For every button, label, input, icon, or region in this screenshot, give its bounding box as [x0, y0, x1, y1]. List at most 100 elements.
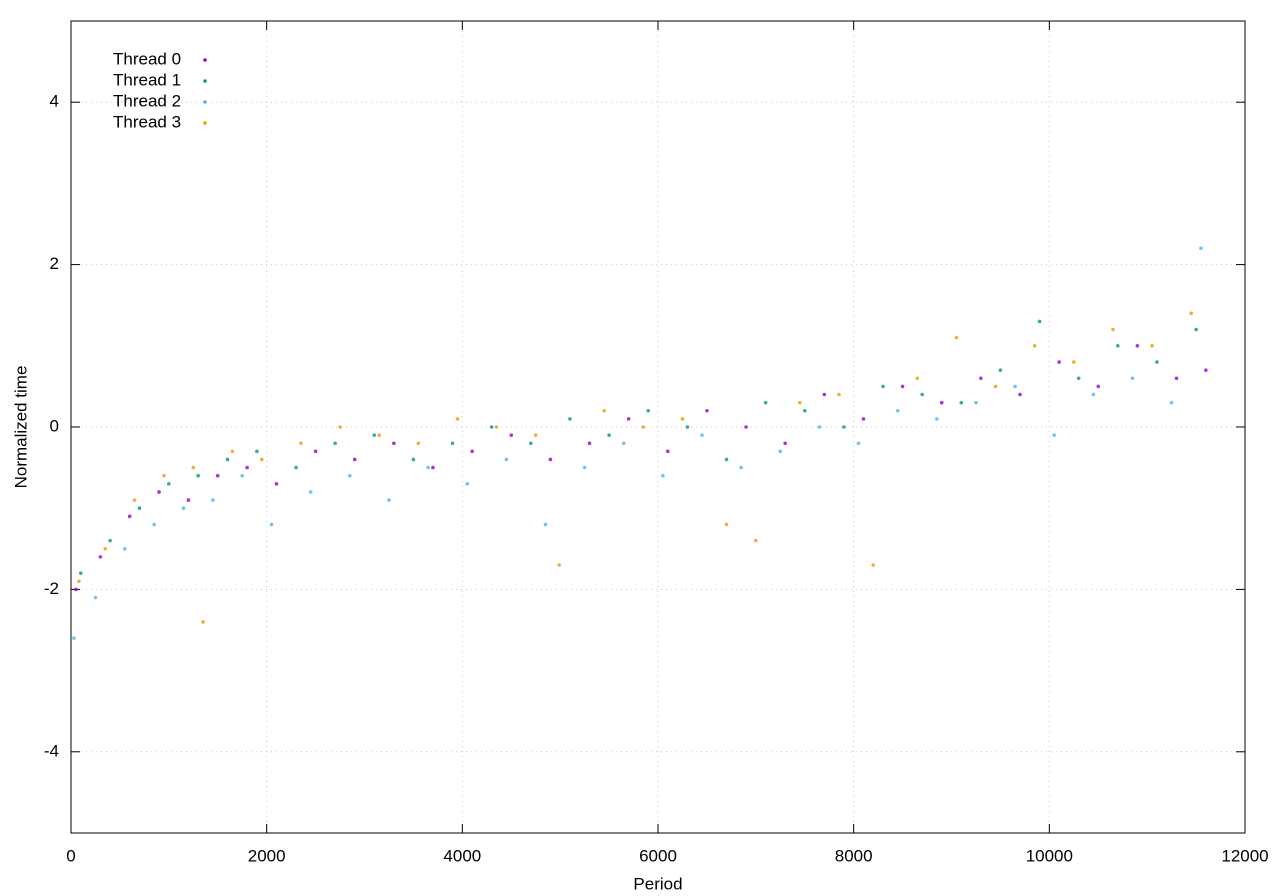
- point: [1076, 376, 1081, 381]
- point: [1169, 400, 1174, 405]
- point: [348, 473, 352, 478]
- point: [338, 425, 342, 429]
- legend-marker: [203, 79, 207, 83]
- point: [837, 392, 841, 397]
- point: [225, 457, 230, 462]
- point: [108, 538, 112, 543]
- x-tick-label: 0: [66, 846, 75, 865]
- point: [959, 400, 964, 405]
- point: [78, 571, 83, 575]
- point: [431, 465, 435, 470]
- point: [352, 457, 357, 462]
- point: [607, 433, 611, 437]
- point: [269, 522, 274, 527]
- point: [783, 441, 787, 446]
- point: [504, 457, 509, 462]
- point: [392, 441, 396, 446]
- point: [1155, 360, 1159, 364]
- point: [313, 449, 318, 454]
- point: [861, 417, 866, 421]
- point: [920, 392, 924, 397]
- point: [103, 547, 108, 551]
- point: [621, 441, 626, 446]
- point: [411, 457, 416, 462]
- point: [954, 335, 959, 340]
- point: [74, 587, 78, 592]
- point: [744, 425, 748, 429]
- point: [856, 441, 861, 446]
- x-axis-label: Period: [633, 874, 682, 893]
- point: [739, 465, 743, 470]
- point: [587, 441, 592, 446]
- point: [543, 522, 548, 527]
- legend-marker: [203, 100, 207, 104]
- legend-label: Thread 2: [113, 91, 181, 110]
- legend-marker: [203, 58, 207, 62]
- point: [494, 425, 499, 429]
- point: [1174, 376, 1179, 381]
- point: [979, 376, 983, 381]
- point: [162, 473, 166, 478]
- point: [557, 563, 561, 567]
- point: [1071, 360, 1076, 364]
- legend-label: Thread 3: [113, 112, 181, 131]
- point: [900, 384, 905, 389]
- x-tick-label: 2000: [248, 846, 286, 865]
- point: [1052, 433, 1057, 437]
- y-tick-label: -4: [44, 741, 59, 760]
- y-tick-label: 2: [50, 254, 59, 273]
- point: [842, 425, 846, 429]
- point: [1199, 246, 1203, 251]
- point: [132, 498, 137, 502]
- point: [426, 465, 430, 470]
- x-tick-label: 12000: [1221, 846, 1268, 865]
- point: [509, 433, 514, 437]
- point: [455, 417, 460, 421]
- point: [157, 490, 161, 494]
- point: [935, 417, 939, 421]
- point: [680, 417, 685, 421]
- point: [470, 449, 474, 454]
- point: [450, 441, 455, 446]
- point: [626, 417, 631, 421]
- point: [646, 408, 651, 413]
- point: [167, 482, 171, 486]
- point: [1018, 392, 1022, 397]
- point: [582, 465, 587, 470]
- y-tick-label: 4: [50, 92, 59, 111]
- point: [465, 482, 470, 486]
- point: [1096, 384, 1101, 389]
- plot-frame: [70, 20, 1246, 834]
- point: [416, 441, 421, 446]
- x-tick-label: 6000: [639, 846, 677, 865]
- point: [196, 473, 200, 478]
- point: [72, 636, 76, 640]
- point: [308, 490, 313, 494]
- point: [137, 506, 142, 511]
- point: [641, 425, 646, 429]
- point: [665, 449, 670, 454]
- point: [798, 400, 802, 405]
- x-tick-label: 4000: [443, 846, 481, 865]
- point: [1032, 344, 1037, 348]
- point: [724, 522, 729, 527]
- point: [1130, 376, 1135, 381]
- point: [763, 400, 768, 405]
- legend-label: Thread 1: [113, 70, 181, 89]
- point: [377, 433, 381, 437]
- point: [778, 449, 783, 454]
- point: [181, 506, 186, 511]
- legend-label: Thread 0: [113, 49, 181, 68]
- point: [489, 425, 494, 429]
- point: [186, 498, 191, 502]
- point: [215, 473, 220, 478]
- point: [1204, 368, 1208, 372]
- point: [915, 376, 920, 381]
- point: [822, 392, 827, 397]
- point: [255, 449, 259, 454]
- point: [1013, 384, 1017, 389]
- point: [533, 433, 538, 437]
- point: [568, 417, 572, 421]
- point: [1135, 344, 1140, 348]
- point: [93, 595, 98, 600]
